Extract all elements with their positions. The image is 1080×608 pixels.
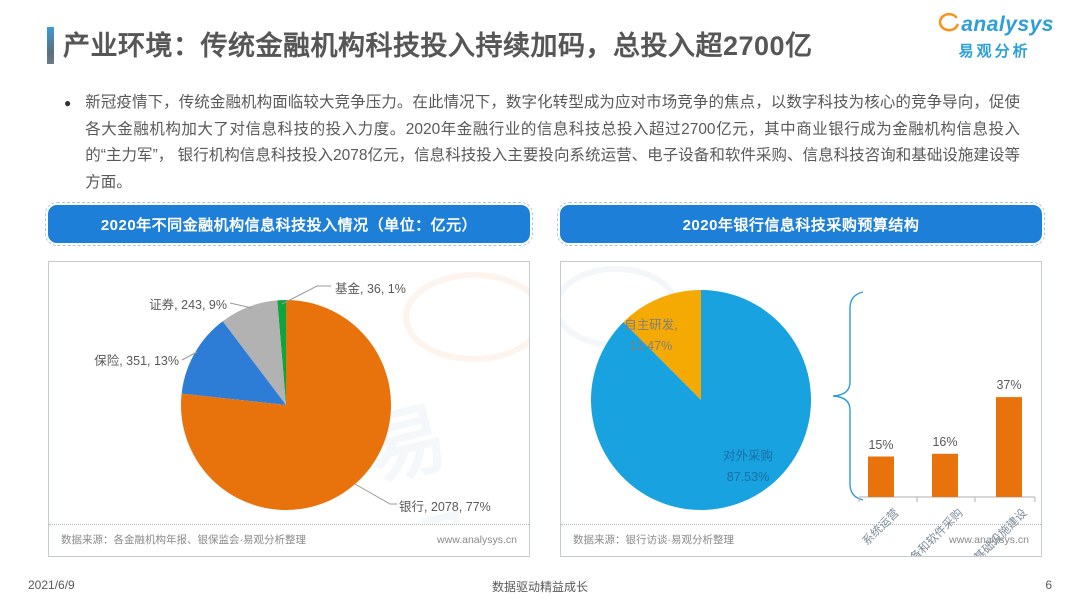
left-chart-column: 2020年不同金融机构信息科技投入情况（单位：亿元） 易观 基金, 36, 1%… [45, 202, 533, 557]
right-source-row: 数据来源：银行访谈·易观分析整理 www.analysys.cn [561, 524, 1041, 556]
footer-slogan: 数据驱动精益成长 [491, 580, 588, 594]
pie-label-bank: 银行, 2078, 77% [399, 500, 491, 514]
pie-label-securities: 证券, 243, 9% [149, 298, 227, 312]
left-source-text: 数据来源：各金融机构年报、银保监会·易观分析整理 [61, 534, 306, 546]
pie-label-self-developed-pct: 12.47% [629, 339, 673, 353]
pie-slice-对外采购 [591, 290, 812, 510]
title-accent-bar [47, 27, 54, 64]
pie-slice-银行 [180, 300, 391, 510]
leader-line-bank [354, 483, 397, 505]
summary-block: ● 新冠疫情下，传统金融机构面临较大竞争压力。在此情况下，数字化转型成为应对市场… [64, 90, 1020, 196]
pie-slice-基金 [277, 300, 286, 405]
bullet-icon: ● [64, 96, 72, 110]
bar-value-label: 37% [996, 378, 1022, 393]
pie-slice-证券 [222, 300, 286, 405]
pie-label-self-developed-name: 自主研发, [624, 318, 678, 332]
bar-信息科技咨询和基础设施建设 [996, 397, 1022, 497]
procurement-budget-pie-and-bar-chart [561, 266, 1036, 510]
brace-connector [832, 291, 864, 501]
footer-date: 2021/6/9 [28, 578, 75, 592]
analysys-logo: analysys 易观分析 [935, 10, 1054, 61]
bar-value-label: 16% [932, 434, 958, 449]
right-chart-column: 2020年银行信息科技采购预算结构 对外采购 87.53% 自主研发, 12.4… [557, 202, 1045, 557]
left-source-row: 数据来源：各金融机构年报、银保监会·易观分析整理 www.analysys.cn [49, 524, 529, 556]
bar-value-label: 15% [868, 437, 894, 452]
pie-slice-自主研发 [623, 290, 701, 400]
page-title: 产业环境：传统金融机构科技投入持续加码，总投入超2700亿 [63, 31, 813, 61]
logo-brand-text: analysys [961, 12, 1054, 36]
pie-label-insurance: 保险, 351, 13% [94, 354, 179, 368]
pie-slice-保险 [181, 321, 286, 405]
pie-label-outsourced-pct: 87.53% [726, 470, 770, 484]
pie-label-self-developed: 自主研发, 12.47% [599, 315, 703, 357]
logo-chinese-text: 易观分析 [958, 43, 1031, 60]
right-chart-banner: 2020年银行信息科技采购预算结构 [557, 202, 1045, 246]
pie-label-outsourced: 对外采购 87.53% [693, 446, 803, 488]
right-source-text: 数据来源：银行访谈·易观分析整理 [573, 534, 734, 546]
leader-line-fund [281, 285, 331, 305]
slide-footer: 2021/6/9 数据驱动精益成长 6 [0, 578, 1080, 598]
right-chart-panel: 对外采购 87.53% 自主研发, 12.47% 数据来源：银行访谈·易观分析整… [560, 261, 1042, 557]
left-chart-panel: 易观 基金, 36, 1% 证券, 243, 9% 保险, 351, 13% 银… [48, 261, 530, 557]
pie-label-outsourced-name: 对外采购 [722, 449, 773, 463]
pie-label-fund: 基金, 36, 1% [335, 282, 406, 296]
left-site-text: www.analysys.cn [437, 533, 517, 546]
institution-investment-pie-chart [180, 272, 529, 510]
summary-text: 新冠疫情下，传统金融机构面临较大竞争压力。在此情况下，数字化转型成为应对市场竞争… [85, 94, 1020, 191]
left-chart-banner: 2020年不同金融机构信息科技投入情况（单位：亿元） [45, 202, 533, 246]
bar-电子设备和软件采购 [932, 453, 958, 497]
bar-系统运营 [868, 456, 894, 497]
logo-swoosh-icon [935, 10, 961, 39]
watermark-swoosh-icon [403, 272, 529, 362]
leader-line-securities [229, 302, 253, 309]
footer-page-number: 6 [1045, 578, 1052, 592]
leader-line-insurance [181, 351, 198, 361]
right-site-text: www.analysys.cn [949, 533, 1029, 546]
